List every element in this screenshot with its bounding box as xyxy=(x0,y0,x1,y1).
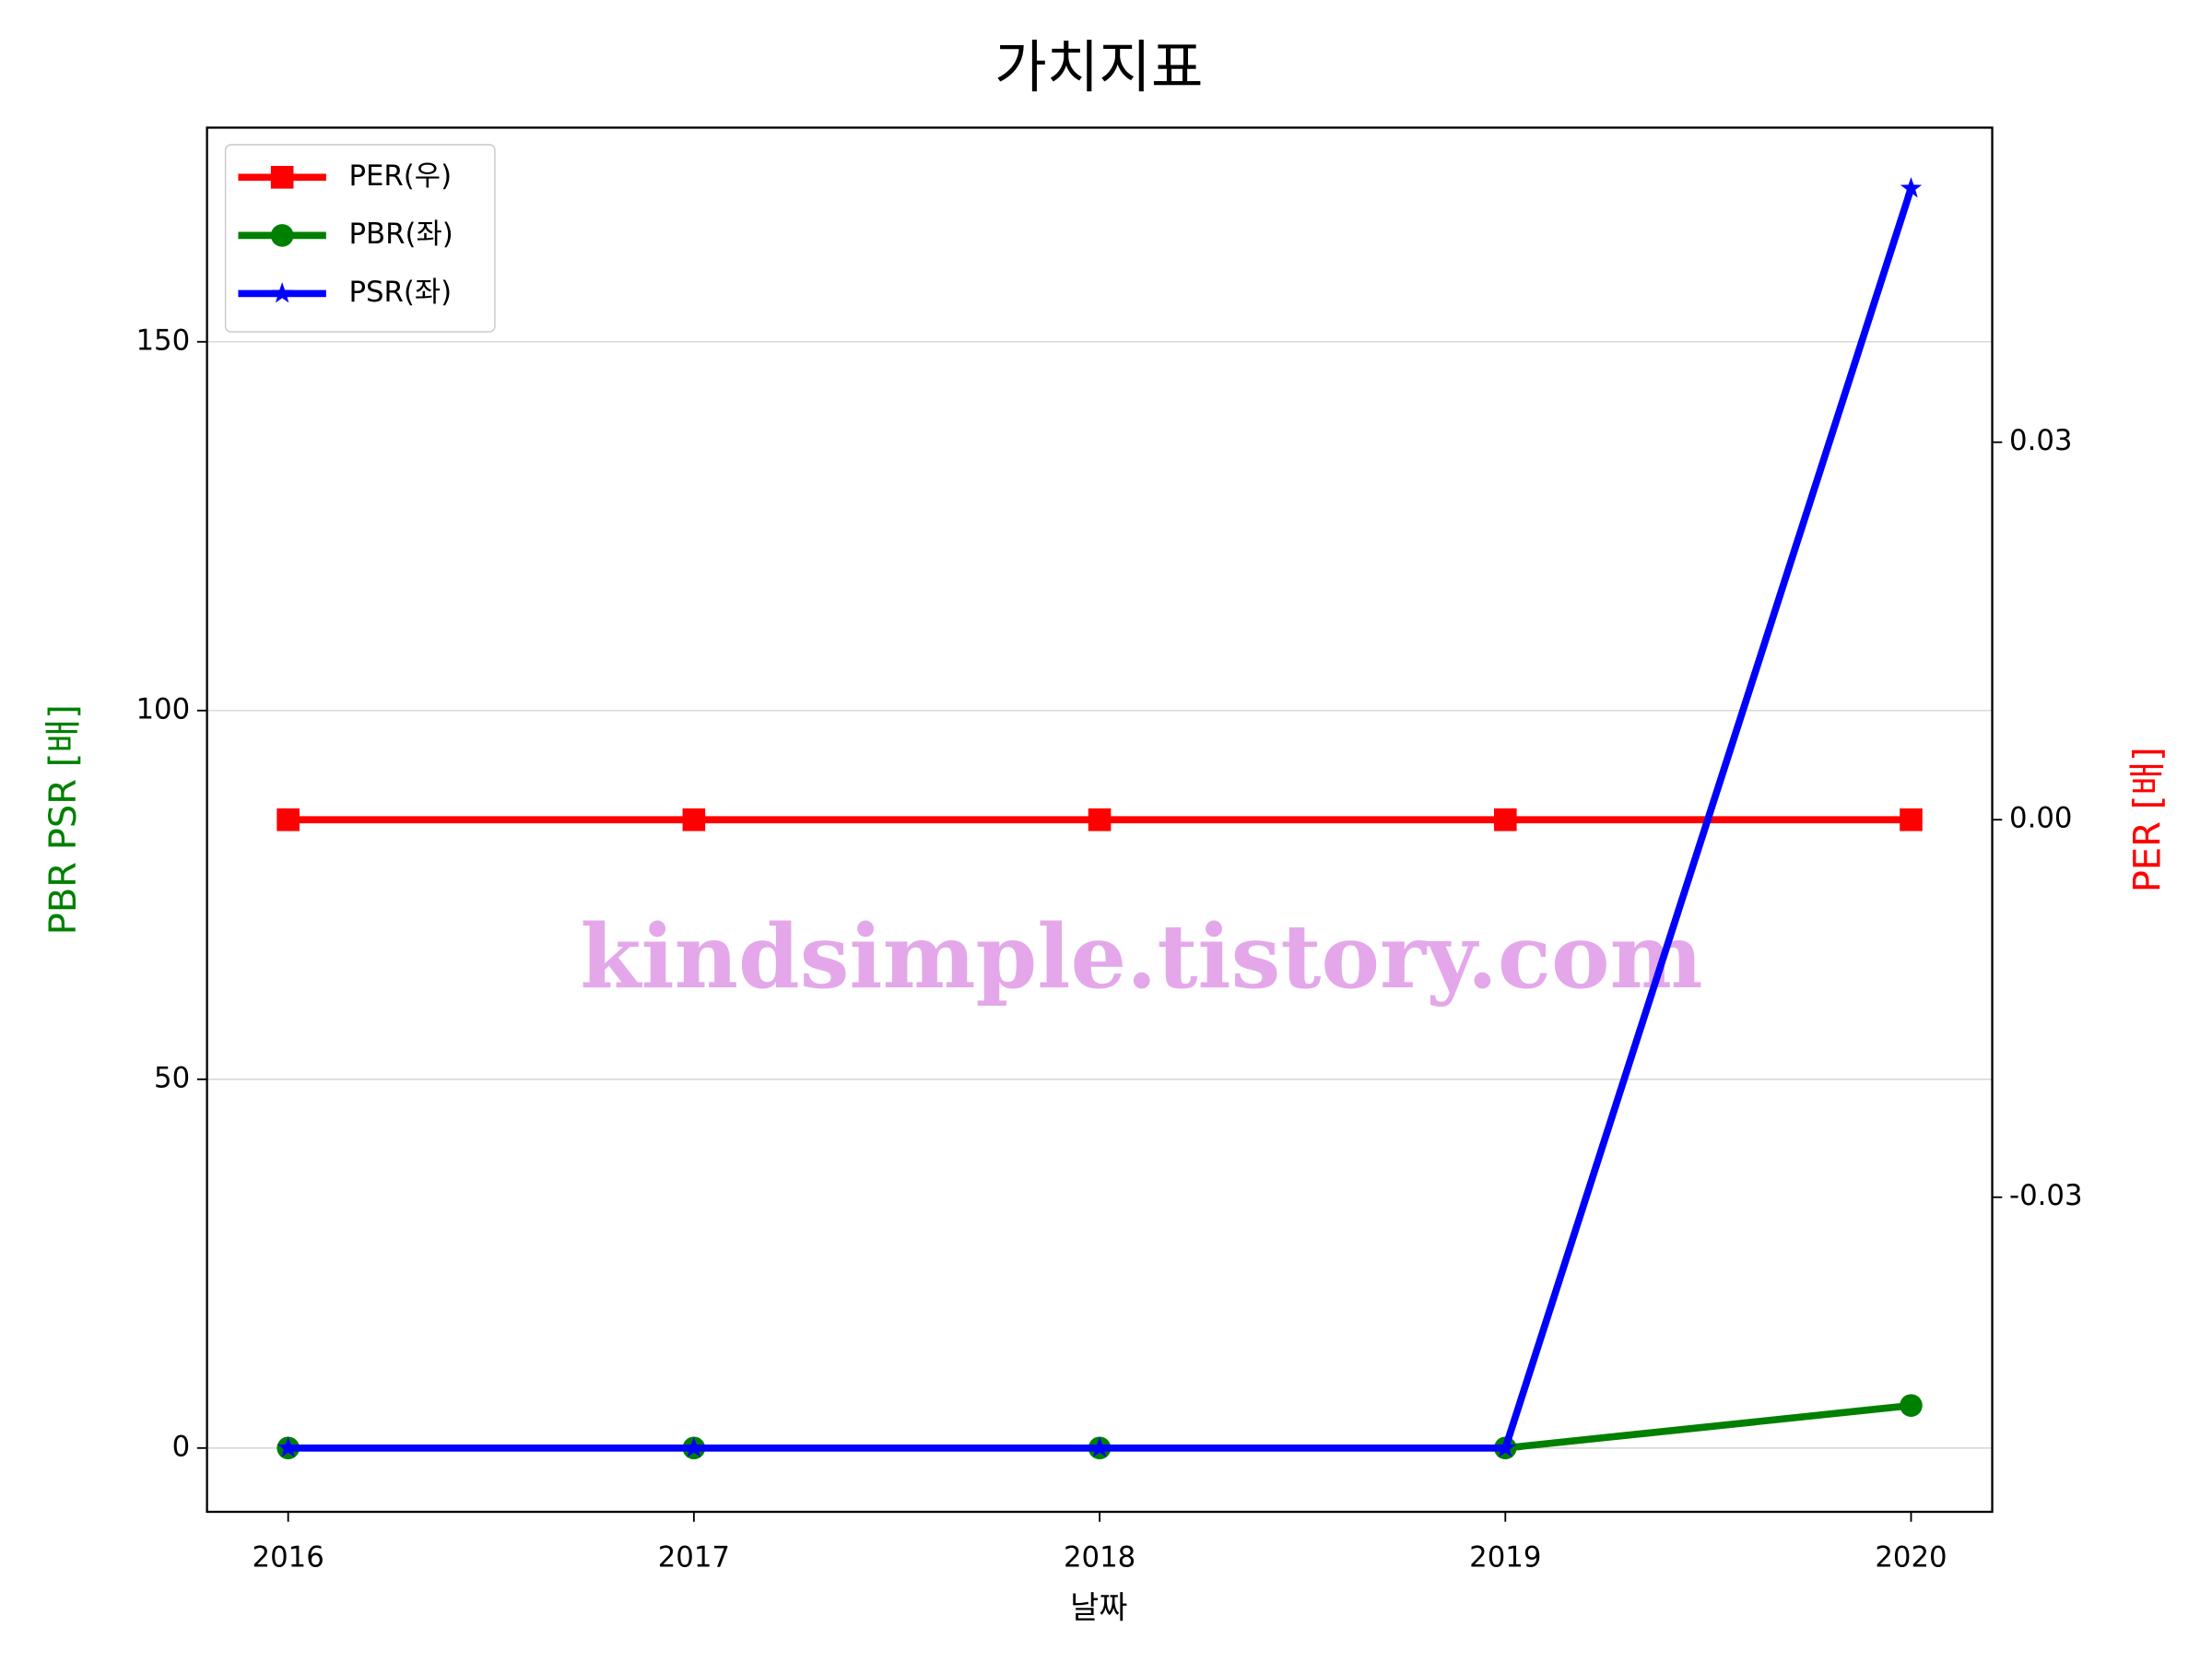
legend-label: PSR(좌) xyxy=(348,276,452,309)
watermark: kindsimple.tistory.com xyxy=(580,905,1702,1008)
x-axis-label: 날짜 xyxy=(1070,1590,1127,1626)
marker xyxy=(1088,808,1112,832)
legend-label: PBR(좌) xyxy=(348,218,453,251)
y-axis-label: PBR PSR [배] xyxy=(42,704,85,935)
marker xyxy=(1900,177,1923,198)
y2-tick-label: 0.03 xyxy=(2009,424,2072,457)
marker xyxy=(683,1436,705,1457)
y2-tick-label: 0.00 xyxy=(2009,802,2072,835)
y-tick-label: 0 xyxy=(172,1430,191,1463)
x-tick-label: 2016 xyxy=(253,1540,324,1574)
y2-axis-label: PER [배] xyxy=(2126,747,2169,892)
y-tick-label: 50 xyxy=(154,1061,190,1094)
marker xyxy=(1493,808,1517,832)
marker xyxy=(276,808,300,832)
x-tick-label: 2017 xyxy=(658,1540,730,1574)
marker xyxy=(1900,808,1923,832)
marker xyxy=(276,1436,300,1457)
marker xyxy=(1900,1394,1923,1417)
marker xyxy=(1088,1436,1111,1457)
marker xyxy=(682,808,706,832)
x-tick-label: 2018 xyxy=(1064,1540,1135,1574)
marker xyxy=(270,166,294,189)
y-tick-label: 100 xyxy=(135,692,190,725)
x-tick-label: 2020 xyxy=(1875,1540,1947,1574)
marker xyxy=(271,282,293,303)
marker xyxy=(270,224,294,247)
marker xyxy=(1494,1436,1516,1457)
chart-title: 가치지표 xyxy=(994,34,1203,100)
y-tick-label: 150 xyxy=(135,324,190,357)
legend: PER(우) PBR(좌) PSR(좌) xyxy=(224,144,496,333)
legend-frame xyxy=(224,144,496,333)
legend-label: PER(우) xyxy=(348,159,452,193)
x-tick-label: 2019 xyxy=(1469,1540,1541,1574)
y2-tick-label: -0.03 xyxy=(2009,1179,2083,1212)
plot-frame xyxy=(206,126,1994,1514)
